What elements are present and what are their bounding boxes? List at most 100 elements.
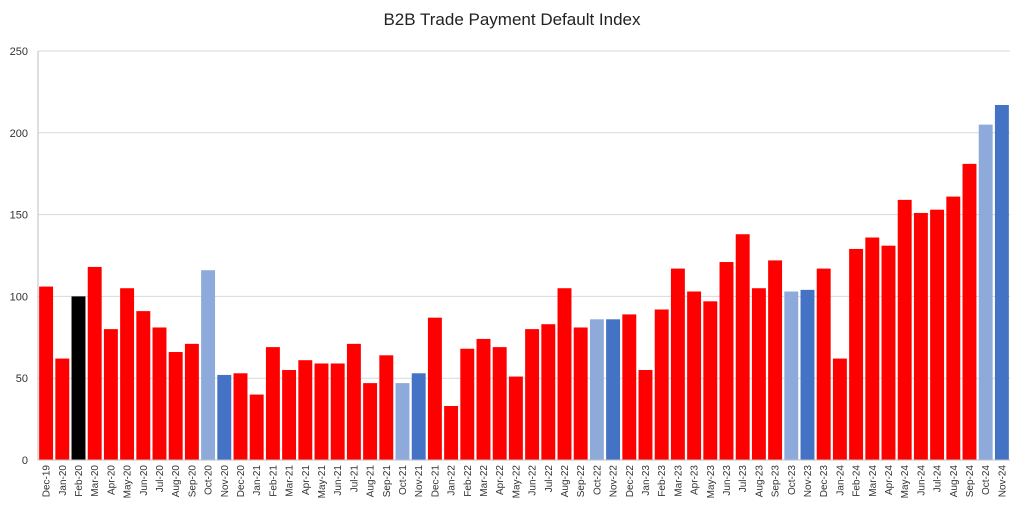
bar [784,291,799,460]
bar [508,376,523,460]
x-tick-label: Mar-23 [673,465,684,497]
y-tick-label: 250 [10,46,28,58]
x-tick-label: Mar-20 [90,465,101,497]
x-tick-label: Oct-21 [398,465,409,495]
bar [314,363,329,460]
bar [800,289,815,460]
x-tick-label: Feb-21 [268,465,279,497]
bar [346,343,361,460]
x-tick-label: Aug-24 [949,465,960,498]
bar [687,291,702,460]
x-tick-label: Jun-22 [528,465,539,496]
x-tick-label: Sep-20 [187,465,198,498]
bar [152,327,167,460]
bar [913,212,928,460]
x-tick-label: May-22 [511,465,522,499]
chart-title: B2B Trade Payment Default Index [383,10,641,29]
x-tick-label: Jul-23 [738,465,749,493]
x-tick-label: Feb-23 [657,465,668,497]
x-tick-label: Mar-21 [285,465,296,497]
bar [719,262,734,460]
bar [492,347,507,460]
x-tick-label: Jul-21 [349,465,360,493]
x-tick-label: Mar-24 [868,465,879,497]
bar [282,370,297,460]
y-tick-labels: 0 50 100 150 200 250 [10,46,28,467]
bar [168,352,183,460]
bar [330,363,345,460]
x-tick-label: Nov-22 [609,465,620,498]
x-tick-label: Apr-24 [884,465,895,495]
bar [978,124,993,461]
x-tick-label: Oct-20 [204,465,215,495]
x-tick-label: Apr-20 [106,465,117,495]
bar [897,199,912,460]
x-tick-label: Nov-21 [414,465,425,498]
bar [87,266,102,460]
x-tick-label: Dec-20 [236,465,247,498]
y-tick-label: 50 [16,373,28,385]
bar [249,394,264,460]
x-tick-label: Nov-20 [220,465,231,498]
bar [39,286,54,460]
bars [39,104,1009,461]
y-tick-label: 0 [22,455,28,467]
bar [71,296,86,460]
bar [735,234,750,460]
x-tick-label: Jan-23 [641,465,652,496]
x-tick-label: Sep-21 [382,465,393,498]
bar [606,319,621,460]
x-tick-label: May-21 [317,465,328,499]
bar [265,347,280,460]
x-tick-label: Aug-20 [171,465,182,498]
x-tick-label: Jun-24 [916,465,927,496]
x-tick-label: Feb-24 [852,465,863,497]
bar [217,374,232,460]
bar [670,268,685,460]
x-tick-label: Jan-21 [252,465,263,496]
x-tick-label: May-23 [706,465,717,499]
bar [476,338,491,460]
x-tick-label: May-20 [123,465,134,499]
bar [103,329,118,460]
x-tick-label: Sep-24 [965,465,976,498]
x-tick-label: Aug-21 [366,465,377,498]
x-tick-label: Nov-23 [803,465,814,498]
bar [411,373,426,460]
bar [184,343,199,460]
bar [638,370,653,460]
x-tick-label: Oct-22 [592,465,603,495]
bar [816,268,831,460]
bar [363,383,378,460]
y-tick-label: 200 [10,128,28,140]
x-tick-label: Sep-22 [576,465,587,498]
x-tick-label: Feb-22 [463,465,474,497]
bar [930,209,945,460]
bar [201,270,216,460]
y-tick-label: 150 [10,210,28,222]
x-tick-labels: Dec-19 Jan-20 Feb-20 Mar-20 Apr-20 May-20 Jun-… [42,465,1009,499]
x-tick-label: Jul-22 [544,465,555,493]
x-tick-label: Jul-24 [933,465,944,493]
x-tick-label: Jul-20 [155,465,166,493]
x-tick-label: Jan-20 [58,465,69,496]
bar [654,309,669,460]
bar [460,348,475,460]
x-tick-label: Jan-24 [835,465,846,496]
bar [55,358,70,460]
bar [751,288,766,460]
bar [395,383,410,460]
bar [541,324,556,460]
x-tick-label: Mar-22 [479,465,490,497]
bar [557,288,572,460]
x-tick-label: Jan-22 [447,465,458,496]
bar [994,104,1009,461]
x-tick-label: Jun-23 [722,465,733,496]
bar [136,311,151,460]
x-tick-label: Apr-22 [495,465,506,495]
axes [37,51,1010,461]
x-tick-label: Oct-23 [787,465,798,495]
x-tick-label: Dec-19 [42,465,53,498]
bar [703,301,718,460]
